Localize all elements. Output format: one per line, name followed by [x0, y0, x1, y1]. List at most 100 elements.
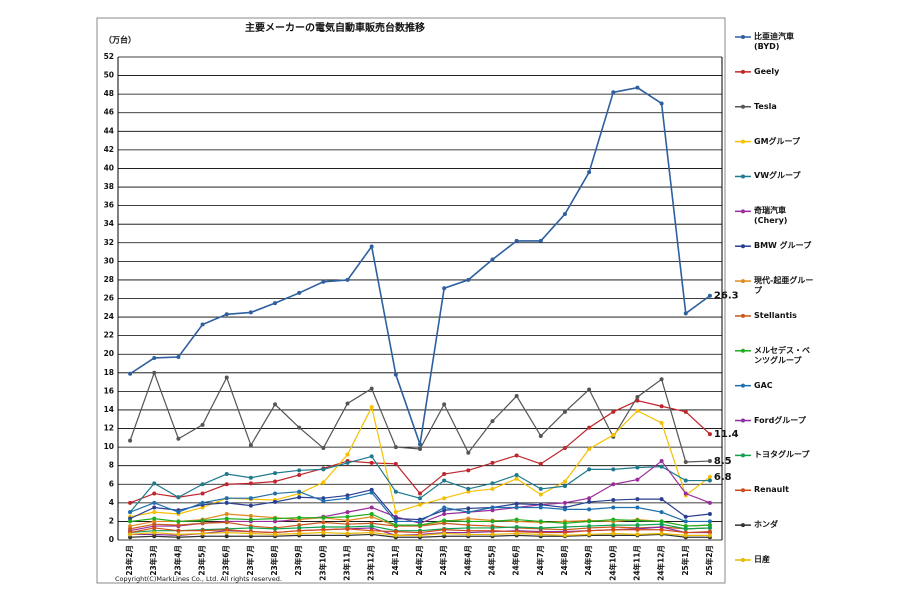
data-point	[152, 534, 157, 539]
chart-frame	[96, 17, 726, 584]
x-tick-label: 24年1月	[390, 545, 400, 576]
data-point	[635, 523, 640, 528]
data-point	[538, 519, 543, 524]
data-point	[297, 489, 302, 494]
data-point	[635, 465, 640, 470]
legend-swatch-marker	[741, 418, 745, 423]
data-point	[297, 525, 302, 530]
legend-label: トヨタグループ	[754, 450, 810, 460]
data-point	[418, 491, 422, 496]
data-point	[562, 484, 567, 489]
data-point	[587, 170, 592, 175]
data-point	[538, 492, 543, 497]
data-point	[224, 500, 229, 505]
data-point	[248, 513, 253, 518]
data-point	[128, 535, 133, 540]
y-tick-label: 48	[104, 89, 114, 98]
data-point	[442, 527, 447, 532]
y-tick-label: 6	[109, 479, 114, 488]
data-point	[587, 499, 592, 504]
y-tick-label: 50	[104, 71, 114, 80]
legend-swatch-marker	[741, 35, 745, 39]
data-point	[200, 505, 205, 510]
data-point	[514, 238, 519, 243]
x-tick-label: 25年2月	[704, 545, 714, 576]
x-tick-label: 24年7月	[535, 545, 545, 576]
data-point	[466, 519, 471, 524]
data-point	[562, 530, 567, 535]
data-point	[466, 506, 471, 511]
legend-swatch-marker	[741, 244, 745, 249]
data-point	[659, 377, 664, 382]
data-point	[345, 401, 350, 406]
data-point	[152, 525, 157, 530]
y-tick-label: 14	[104, 405, 114, 414]
data-point	[442, 505, 447, 510]
data-point	[200, 531, 205, 536]
data-point	[273, 471, 278, 476]
data-point	[345, 493, 350, 498]
data-point	[176, 495, 181, 500]
data-point	[128, 519, 133, 524]
data-point	[418, 533, 422, 538]
data-point	[466, 450, 471, 455]
legend-label: GMグループ	[754, 136, 801, 146]
data-point	[152, 522, 157, 527]
data-point	[683, 524, 688, 529]
data-point	[538, 486, 543, 491]
data-point	[562, 500, 567, 505]
data-point	[248, 517, 253, 522]
data-point	[418, 446, 422, 451]
data-point	[200, 482, 205, 487]
data-point	[321, 515, 326, 520]
data-point	[707, 459, 712, 464]
data-point	[128, 438, 133, 443]
data-point	[152, 355, 157, 360]
data-point	[611, 90, 616, 95]
data-point	[635, 394, 640, 399]
data-point	[152, 530, 157, 535]
data-point	[635, 518, 640, 523]
x-tick-label: 24年3月	[438, 545, 448, 576]
data-point	[587, 387, 592, 392]
series-line	[129, 86, 711, 445]
data-point	[659, 420, 664, 425]
data-point	[273, 526, 278, 531]
data-point	[514, 501, 519, 506]
data-point	[418, 519, 422, 524]
data-point	[345, 514, 350, 519]
y-tick-label: 32	[104, 238, 114, 247]
data-point	[442, 496, 447, 501]
data-point	[393, 489, 398, 494]
data-point	[369, 454, 374, 459]
data-point	[345, 522, 350, 527]
data-point	[273, 532, 278, 537]
legend-label: ホンダ	[754, 520, 778, 530]
data-point	[224, 534, 229, 539]
data-point	[659, 524, 664, 529]
data-label: 6.8	[714, 472, 732, 483]
legend-swatch-marker	[741, 558, 745, 562]
y-tick-label: 16	[104, 386, 114, 395]
data-point	[683, 514, 688, 519]
x-tick-label: 24年8月	[559, 545, 569, 576]
data-point	[635, 505, 640, 510]
x-tick-label: 24年4月	[462, 545, 472, 576]
data-point	[659, 459, 664, 464]
x-tick-label: 23年5月	[197, 545, 207, 576]
data-point	[587, 532, 592, 537]
data-point	[466, 516, 471, 521]
data-point	[562, 507, 567, 512]
data-point	[514, 524, 519, 529]
legend-swatch-marker	[741, 69, 745, 74]
data-point	[587, 524, 592, 529]
data-point	[418, 530, 422, 535]
data-point	[176, 519, 181, 524]
data-point	[200, 521, 205, 526]
data-point	[538, 433, 543, 438]
data-point	[442, 472, 447, 477]
data-point	[152, 481, 157, 486]
data-point	[611, 531, 616, 536]
data-point	[466, 523, 471, 528]
data-point	[635, 527, 640, 532]
